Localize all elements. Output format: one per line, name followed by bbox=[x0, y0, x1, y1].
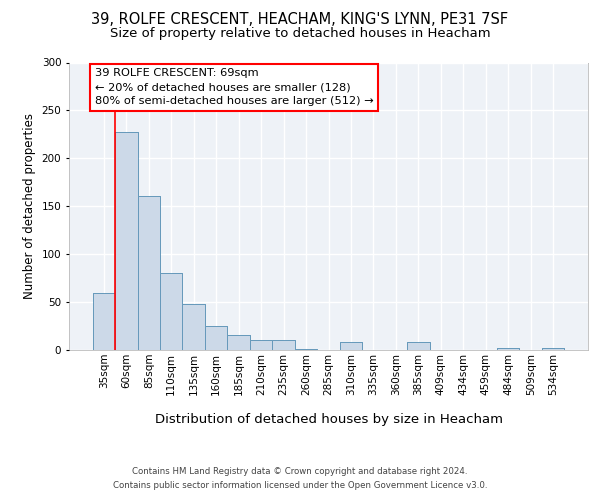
Text: Size of property relative to detached houses in Heacham: Size of property relative to detached ho… bbox=[110, 28, 490, 40]
Bar bbox=[295, 349, 317, 350]
Text: 39, ROLFE CRESCENT, HEACHAM, KING'S LYNN, PE31 7SF: 39, ROLFE CRESCENT, HEACHAM, KING'S LYNN… bbox=[91, 12, 509, 28]
Bar bbox=[250, 340, 272, 350]
Bar bbox=[137, 196, 160, 350]
Bar bbox=[160, 274, 182, 350]
Bar bbox=[115, 132, 137, 350]
Bar bbox=[497, 348, 520, 350]
Bar bbox=[205, 326, 227, 350]
Y-axis label: Number of detached properties: Number of detached properties bbox=[23, 114, 36, 299]
Bar bbox=[160, 274, 182, 350]
Bar bbox=[542, 348, 565, 350]
Text: Contains public sector information licensed under the Open Government Licence v3: Contains public sector information licen… bbox=[113, 481, 487, 490]
Bar bbox=[407, 342, 430, 350]
Bar bbox=[272, 340, 295, 350]
Bar bbox=[182, 304, 205, 350]
Bar bbox=[92, 292, 115, 350]
Bar bbox=[340, 342, 362, 350]
Bar bbox=[407, 342, 430, 350]
Bar bbox=[295, 349, 317, 350]
Bar bbox=[137, 196, 160, 350]
Bar bbox=[227, 334, 250, 350]
Bar bbox=[205, 326, 227, 350]
Text: 39 ROLFE CRESCENT: 69sqm
← 20% of detached houses are smaller (128)
80% of semi-: 39 ROLFE CRESCENT: 69sqm ← 20% of detach… bbox=[95, 68, 374, 106]
Text: Distribution of detached houses by size in Heacham: Distribution of detached houses by size … bbox=[155, 412, 503, 426]
Bar bbox=[340, 342, 362, 350]
Bar bbox=[227, 334, 250, 350]
Bar bbox=[250, 340, 272, 350]
Bar bbox=[497, 348, 520, 350]
Bar bbox=[182, 304, 205, 350]
Bar bbox=[115, 132, 137, 350]
Bar bbox=[542, 348, 565, 350]
Bar bbox=[272, 340, 295, 350]
Bar bbox=[92, 292, 115, 350]
Text: Contains HM Land Registry data © Crown copyright and database right 2024.: Contains HM Land Registry data © Crown c… bbox=[132, 468, 468, 476]
